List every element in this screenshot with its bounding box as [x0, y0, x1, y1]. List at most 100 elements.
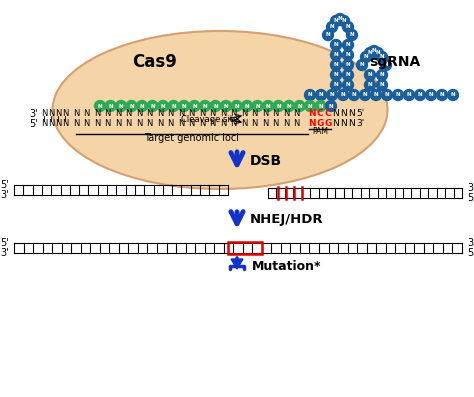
Text: 3': 3': [467, 183, 474, 193]
Circle shape: [337, 89, 348, 100]
Text: N: N: [220, 110, 226, 118]
Text: N: N: [178, 110, 184, 118]
Circle shape: [447, 89, 458, 100]
Circle shape: [335, 13, 346, 25]
Text: N: N: [108, 104, 113, 108]
Circle shape: [294, 100, 305, 112]
Circle shape: [330, 50, 341, 60]
Text: N: N: [308, 93, 312, 98]
Text: 3': 3': [0, 190, 9, 200]
Circle shape: [200, 100, 210, 112]
Circle shape: [365, 79, 375, 91]
Text: N: N: [346, 83, 350, 87]
Text: N: N: [83, 110, 90, 118]
Text: N: N: [83, 119, 90, 129]
Text: N: N: [287, 104, 292, 108]
Text: N: N: [118, 104, 123, 108]
Circle shape: [381, 60, 392, 71]
Circle shape: [359, 89, 371, 100]
Circle shape: [263, 100, 273, 112]
Text: N: N: [308, 119, 316, 129]
Text: N: N: [125, 119, 132, 129]
Text: N: N: [104, 110, 111, 118]
Text: N: N: [352, 93, 356, 98]
Text: N: N: [41, 118, 47, 127]
Circle shape: [327, 89, 337, 100]
Text: N: N: [62, 118, 68, 127]
Circle shape: [368, 46, 380, 56]
Text: N: N: [262, 119, 268, 129]
Text: N: N: [272, 119, 279, 129]
Circle shape: [273, 100, 284, 112]
Circle shape: [343, 39, 354, 50]
Text: N: N: [220, 119, 226, 129]
Text: N: N: [350, 33, 354, 37]
Text: N: N: [182, 104, 186, 108]
Text: N: N: [318, 104, 323, 108]
Text: N: N: [125, 110, 132, 118]
Text: N: N: [115, 110, 121, 118]
Text: N: N: [293, 119, 300, 129]
Text: N: N: [136, 110, 142, 118]
Text: N: N: [334, 19, 338, 23]
Circle shape: [338, 15, 349, 27]
Circle shape: [365, 69, 375, 81]
Text: N: N: [334, 83, 338, 87]
Circle shape: [343, 60, 354, 71]
Circle shape: [304, 89, 316, 100]
Text: N: N: [192, 104, 197, 108]
Text: 3': 3': [0, 248, 9, 258]
Text: N: N: [341, 93, 346, 98]
Text: N: N: [41, 108, 47, 118]
Circle shape: [343, 69, 354, 81]
Text: 5': 5': [29, 119, 38, 129]
Text: 3': 3': [467, 238, 474, 248]
Text: N: N: [326, 33, 330, 37]
Text: 5': 5': [356, 110, 364, 118]
Text: N: N: [360, 62, 365, 67]
Circle shape: [373, 48, 383, 58]
Circle shape: [147, 100, 158, 112]
Text: N: N: [224, 104, 228, 108]
Text: N: N: [341, 119, 347, 129]
Text: N: N: [276, 104, 281, 108]
Text: N: N: [333, 110, 339, 118]
Text: N: N: [213, 104, 218, 108]
Text: N: N: [241, 119, 247, 129]
Text: N: N: [368, 73, 372, 77]
Circle shape: [414, 89, 426, 100]
Circle shape: [322, 29, 334, 40]
Text: N: N: [171, 104, 176, 108]
Text: N: N: [372, 48, 376, 54]
Text: N: N: [266, 104, 270, 108]
Circle shape: [330, 69, 341, 81]
Text: N: N: [161, 104, 165, 108]
Text: N: N: [157, 119, 163, 129]
Circle shape: [392, 89, 403, 100]
Text: N: N: [380, 83, 384, 87]
Circle shape: [327, 21, 337, 33]
Text: N: N: [230, 119, 237, 129]
Text: N: N: [328, 104, 333, 108]
Text: N: N: [283, 119, 289, 129]
Text: N: N: [396, 93, 401, 98]
Circle shape: [330, 15, 341, 27]
Text: Cleavage site: Cleavage site: [182, 114, 238, 123]
Text: N: N: [136, 119, 142, 129]
Text: N: N: [374, 93, 378, 98]
Circle shape: [252, 100, 263, 112]
Circle shape: [189, 100, 200, 112]
Circle shape: [126, 100, 137, 112]
Text: N: N: [234, 104, 239, 108]
Text: 3': 3': [356, 119, 364, 129]
Text: N: N: [188, 119, 195, 129]
Circle shape: [365, 48, 375, 58]
Circle shape: [220, 100, 231, 112]
Circle shape: [137, 100, 147, 112]
Circle shape: [231, 100, 242, 112]
Text: 5': 5': [0, 180, 9, 190]
Circle shape: [315, 100, 326, 112]
Text: N: N: [383, 62, 388, 67]
Circle shape: [241, 100, 253, 112]
Circle shape: [343, 79, 354, 91]
